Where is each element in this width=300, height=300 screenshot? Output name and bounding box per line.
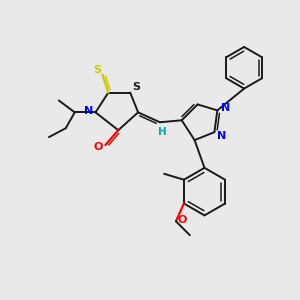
Text: S: S bbox=[94, 65, 101, 75]
Text: S: S bbox=[132, 82, 140, 92]
Text: N: N bbox=[84, 106, 93, 116]
Text: H: H bbox=[158, 127, 166, 137]
Text: O: O bbox=[177, 215, 187, 225]
Text: N: N bbox=[217, 131, 226, 141]
Text: N: N bbox=[221, 103, 230, 113]
Text: O: O bbox=[94, 142, 103, 152]
